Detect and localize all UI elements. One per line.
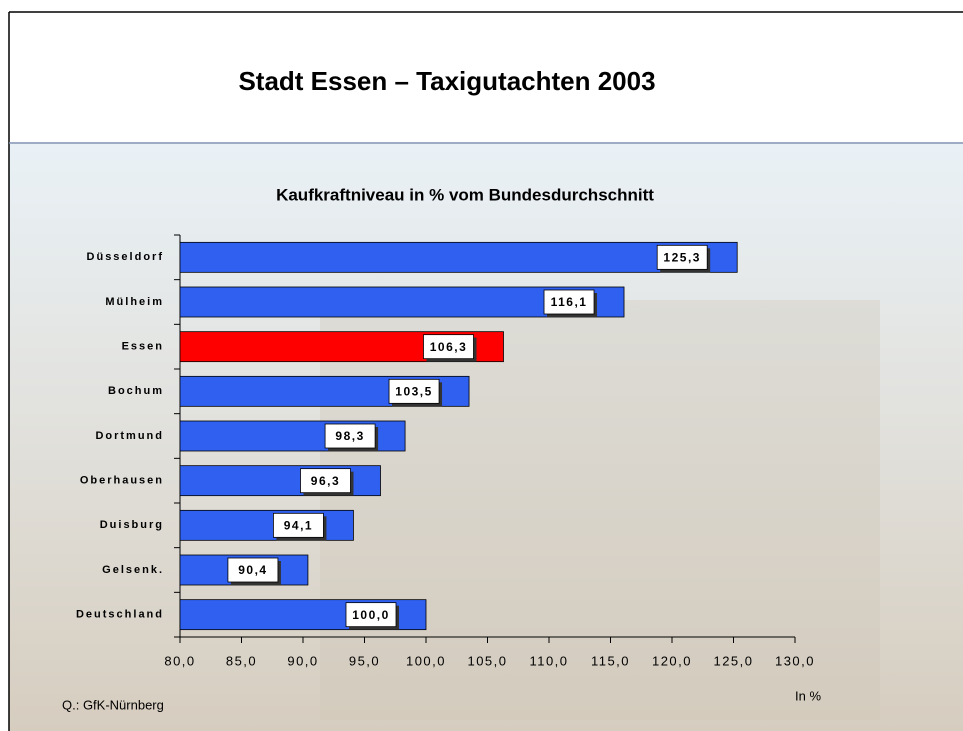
category-label: Gelsenk. (102, 564, 164, 576)
x-tick-label: 90,0 (287, 653, 318, 668)
category-label: Bochum (108, 385, 164, 397)
category-label: Oberhausen (80, 475, 164, 487)
value-label: 106,3 (430, 340, 468, 354)
source: Q.: GfK-Nürnberg (62, 697, 164, 712)
background-photo (9, 144, 963, 731)
x-tick-label: 130,0 (775, 653, 815, 668)
x-tick-label: 110,0 (529, 653, 568, 668)
value-label-box (273, 512, 324, 538)
category-label: Mülheim (105, 296, 164, 308)
value-label: 96,3 (311, 474, 340, 488)
value-label: 103,5 (395, 385, 433, 399)
value-label: 90,4 (238, 563, 267, 577)
x-tick-label: 105,0 (467, 653, 507, 668)
bar (179, 509, 354, 541)
value-label: 100,0 (352, 608, 390, 622)
value-label: 116,1 (551, 295, 588, 309)
category-label: Dortmund (95, 430, 164, 442)
bar (179, 241, 738, 273)
value-label-box (656, 244, 708, 270)
category-label: Deutschland (76, 609, 164, 621)
building-shape (320, 300, 880, 720)
value-label-box (345, 602, 397, 628)
category-label: Duisburg (100, 519, 164, 531)
x-tick-label: 85,0 (226, 653, 257, 668)
value-label: 125,3 (663, 251, 701, 265)
value-label: 94,1 (284, 519, 313, 533)
value-label: 98,3 (335, 429, 364, 443)
slide-title: Stadt Essen – Taxigutachten 2003 (238, 66, 655, 96)
x-tick-label: 115,0 (591, 653, 630, 668)
value-label-box (300, 468, 351, 494)
value-label-box (324, 423, 376, 449)
chart-title: Kaufkraftniveau in % vom Bundesdurchschn… (276, 185, 654, 204)
x-tick-label: 100,0 (406, 653, 446, 668)
category-label: Essen (122, 341, 164, 353)
x-tick-label: 125,0 (713, 653, 753, 668)
category-label: Düsseldorf (87, 251, 164, 263)
x-axis-label: In % (795, 688, 821, 703)
value-label-box (388, 378, 440, 404)
value-label-box (423, 334, 474, 360)
x-tick-label: 80,0 (164, 653, 195, 668)
x-tick-label: 95,0 (349, 653, 380, 668)
value-label-box (543, 289, 595, 315)
value-label-box (227, 557, 279, 583)
x-tick-label: 120,0 (652, 653, 692, 668)
